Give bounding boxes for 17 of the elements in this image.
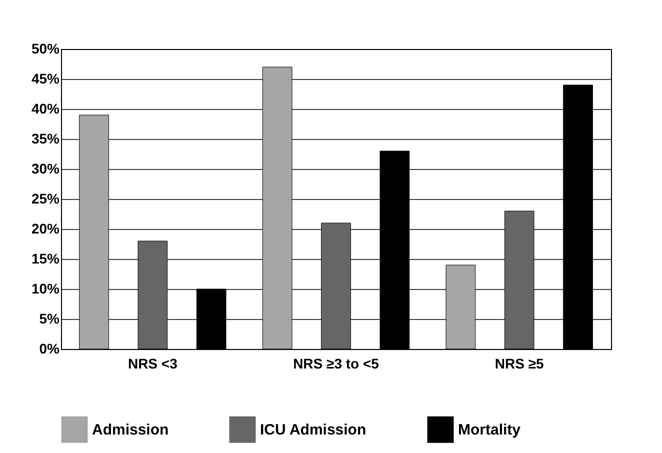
y-tick-label: 25%	[31, 190, 60, 206]
y-tick-label: 15%	[31, 250, 60, 266]
y-tick-label: 10%	[31, 280, 60, 296]
y-tick-label: 0%	[39, 340, 60, 356]
y-tick-label: 30%	[31, 160, 60, 176]
legend-label: ICU Admission	[260, 422, 366, 439]
y-tick-label: 40%	[31, 100, 60, 116]
y-tick-label: 35%	[31, 130, 60, 146]
y-tick-label: 45%	[31, 70, 60, 86]
x-tick-label: NRS ≥5	[494, 356, 544, 372]
y-tick-label: 5%	[39, 310, 60, 326]
legend-label: Admission	[92, 422, 169, 439]
y-tick-label: 50%	[31, 40, 60, 56]
x-tick-label: NRS ≥3 to <5	[293, 356, 380, 372]
legend-label: Mortality	[458, 422, 522, 439]
x-tick-label: NRS <3	[128, 356, 178, 372]
y-tick-label: 20%	[31, 220, 60, 236]
